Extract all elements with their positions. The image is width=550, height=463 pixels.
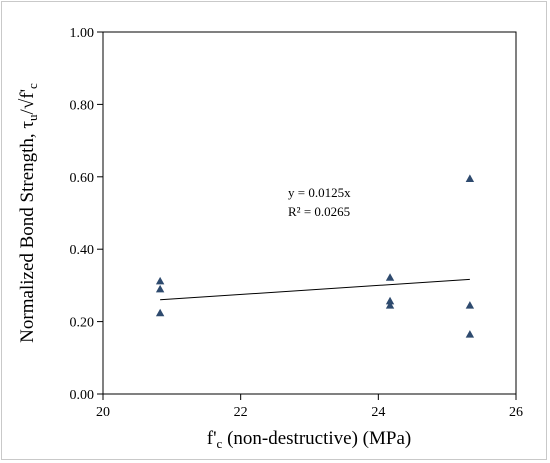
data-point [385, 296, 395, 305]
x-tick-label: 24 [371, 405, 385, 420]
data-point [465, 174, 475, 182]
y-tick-label: 1.00 [70, 26, 95, 41]
data-points [155, 174, 475, 338]
x-axis-ticks: 20 22 24 26 [96, 394, 523, 420]
data-point [385, 273, 395, 281]
x-axis-title: f'c (non-destructive) (MPa) [207, 428, 411, 451]
trendline-equation: y = 0.0125x [288, 185, 351, 200]
data-point [155, 308, 165, 317]
data-point [155, 276, 165, 285]
x-tick-label: 20 [96, 405, 110, 420]
y-axis-title: Normalized Bond Strength, τu/√f'c [17, 83, 40, 343]
y-tick-label: 0.80 [70, 98, 95, 113]
data-point [465, 301, 475, 309]
data-point [155, 284, 165, 293]
trendline-group [160, 278, 470, 301]
x-tick-label: 26 [509, 405, 523, 420]
y-tick-label: 0.20 [70, 316, 95, 331]
y-axis-ticks: 0.00 0.20 0.40 0.60 0.80 1.00 [70, 26, 103, 403]
trendline [160, 278, 470, 301]
plot-area [102, 31, 517, 395]
data-point [385, 301, 395, 309]
y-tick-label: 0.60 [70, 171, 95, 186]
x-tick-label: 22 [234, 405, 248, 420]
data-point [465, 330, 475, 338]
y-tick-label: 0.40 [70, 243, 95, 258]
trendline-r-squared: R² = 0.0265 [288, 204, 350, 219]
y-tick-label: 0.00 [70, 388, 95, 403]
